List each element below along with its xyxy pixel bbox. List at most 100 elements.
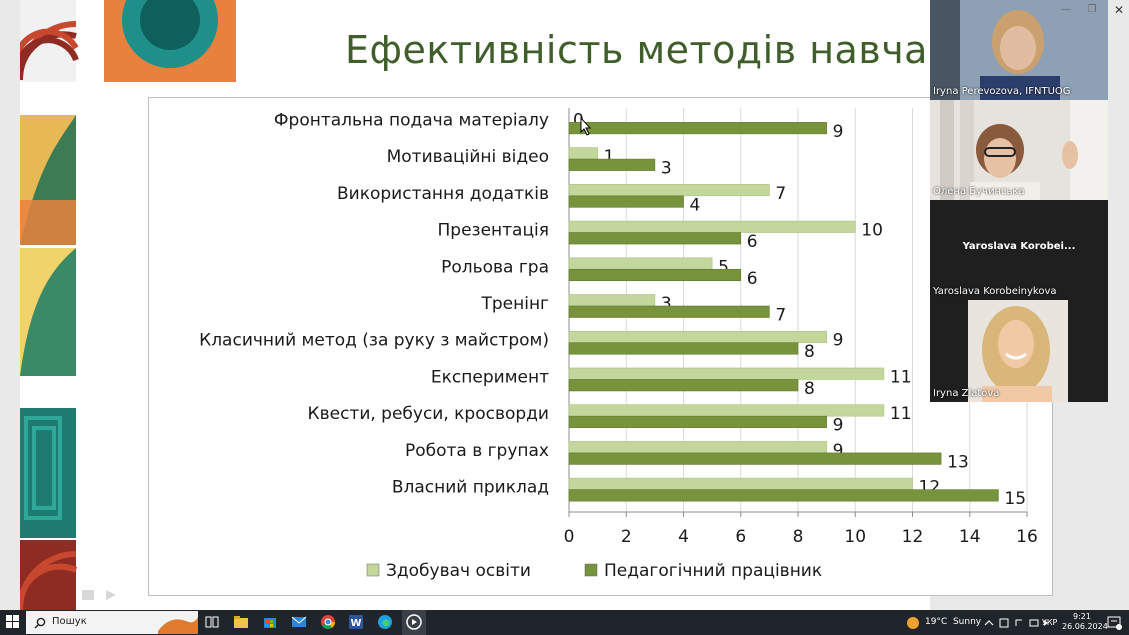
store-icon[interactable] (262, 613, 280, 631)
bar-teacher (568, 232, 742, 245)
participant-tile[interactable]: Iryna Perevozova, IFNTUOG (930, 0, 1108, 100)
data-label: 3 (661, 159, 672, 179)
bar-teacher (568, 379, 799, 392)
x-tick-label: 0 (564, 527, 575, 547)
x-tick-label: 16 (1016, 527, 1038, 547)
mail-icon[interactable] (291, 613, 309, 631)
bar-teacher (568, 268, 742, 282)
bar-student (568, 367, 885, 380)
search-icon (34, 617, 46, 629)
category-label: Фронтальна подача матеріалу (274, 110, 549, 130)
participant-tile[interactable]: Iryna Zlatova (930, 300, 1108, 402)
data-label: 6 (747, 269, 758, 289)
window-close-button[interactable]: ✕ (1113, 3, 1125, 17)
category-label: Тренінг (480, 294, 549, 314)
clock[interactable]: 9:21 26.06.2024 (1062, 612, 1108, 632)
category-label: Класичний метод (за руку з майстром) (199, 331, 549, 351)
legend-swatch (366, 563, 380, 577)
data-label: 9 (833, 122, 844, 142)
category-label: Рольова гра (441, 257, 549, 277)
input-language[interactable]: УКР (1042, 618, 1058, 627)
data-label: 8 (804, 379, 815, 399)
bar-teacher (568, 305, 770, 318)
system-tray-icons[interactable] (982, 616, 1062, 630)
data-label: 7 (775, 306, 786, 326)
bar-teacher (568, 489, 999, 502)
bar-student (568, 184, 770, 197)
legend-label: Педагогічний працівник (604, 561, 822, 581)
edge-icon[interactable] (377, 613, 395, 631)
weather-text[interactable]: 19°C Sunny (925, 617, 982, 627)
search-highlight-icon (158, 617, 198, 634)
taskbar-search[interactable]: Пошук (26, 611, 198, 634)
search-placeholder: Пошук (52, 616, 87, 627)
video-feed (968, 300, 1068, 402)
participant-name: Iryna Zlatova (933, 388, 1000, 399)
data-label: 7 (775, 184, 786, 204)
taskbar: Пошук W 19°C Sunny (0, 610, 1129, 635)
bar-teacher (568, 158, 656, 171)
bar-teacher (568, 195, 684, 208)
slide-nav-arrows[interactable] (82, 590, 116, 600)
square-maze-ornament (20, 408, 76, 538)
data-label: 0 (573, 110, 584, 130)
video-feed (930, 100, 1108, 200)
clock-time: 9:21 (1073, 612, 1091, 621)
participant-name: Iryna Perevozova, IFNTUOG (933, 86, 1071, 97)
participant-name: Yaroslava Korobeinykova (933, 286, 1057, 297)
bar-teacher (568, 122, 827, 135)
orange-square-ornament (104, 0, 236, 82)
data-label: 1 (604, 147, 615, 167)
participant-tile[interactable]: Yaroslava Korobei... Yaroslava Korobeiny… (930, 200, 1108, 300)
category-label: Квести, ребуси, кросворди (308, 404, 549, 424)
task-view-icon[interactable] (204, 613, 222, 631)
bar-teacher (568, 452, 942, 465)
bar-student (568, 294, 656, 307)
windows-icon (6, 615, 19, 628)
x-tick-label: 14 (959, 527, 981, 547)
data-label: 8 (804, 342, 815, 362)
category-label: Робота в групах (405, 441, 549, 461)
data-label: 3 (661, 294, 672, 314)
data-label: 11 (890, 404, 912, 424)
bar-student (568, 477, 913, 490)
category-label: Експеримент (431, 367, 549, 387)
data-label: 10 (861, 221, 883, 241)
bar-student (568, 330, 827, 344)
arc-ornament-bottom (20, 540, 78, 610)
bar-student (568, 257, 713, 270)
data-label: 4 (690, 195, 701, 215)
clock-date: 26.06.2024 (1062, 622, 1108, 631)
notification-icon[interactable] (1106, 615, 1122, 631)
bar-teacher (568, 415, 827, 428)
word-icon[interactable]: W (348, 613, 366, 631)
participant-tile[interactable]: Олена Бучинська (930, 100, 1108, 200)
presentation-stage: Ефективність методів навчання 0246810121… (0, 0, 1129, 610)
window-minimize-button[interactable]: — (1061, 4, 1071, 15)
window-maximize-button[interactable]: ❐ (1087, 4, 1097, 15)
data-label: 9 (833, 416, 844, 436)
participant-display-name: Yaroslava Korobei... (962, 241, 1076, 252)
category-label: Використання додатків (337, 184, 549, 204)
data-label: 15 (1004, 489, 1026, 509)
participant-name: Олена Бучинська (933, 186, 1025, 197)
x-tick-label: 4 (678, 527, 689, 547)
svg-text:W: W (350, 618, 361, 629)
data-label: 5 (718, 257, 729, 277)
data-label: 6 (747, 232, 758, 252)
meeting-app-icon[interactable] (402, 610, 426, 635)
category-label: Власний приклад (392, 478, 549, 498)
x-tick-label: 8 (793, 527, 804, 547)
chrome-icon[interactable] (320, 613, 338, 631)
x-tick-label: 10 (844, 527, 866, 547)
x-tick-label: 2 (621, 527, 632, 547)
weather-sun-icon (907, 617, 919, 629)
data-label: 11 (890, 367, 912, 387)
bar-chart: 0 2 4 6 8 10 12 14 16 Фронтальна подача матеріалу… (148, 97, 1053, 596)
slide-decoration (20, 0, 236, 610)
file-explorer-icon[interactable] (233, 613, 251, 631)
start-button[interactable] (6, 613, 24, 631)
x-tick-label: 6 (735, 527, 746, 547)
